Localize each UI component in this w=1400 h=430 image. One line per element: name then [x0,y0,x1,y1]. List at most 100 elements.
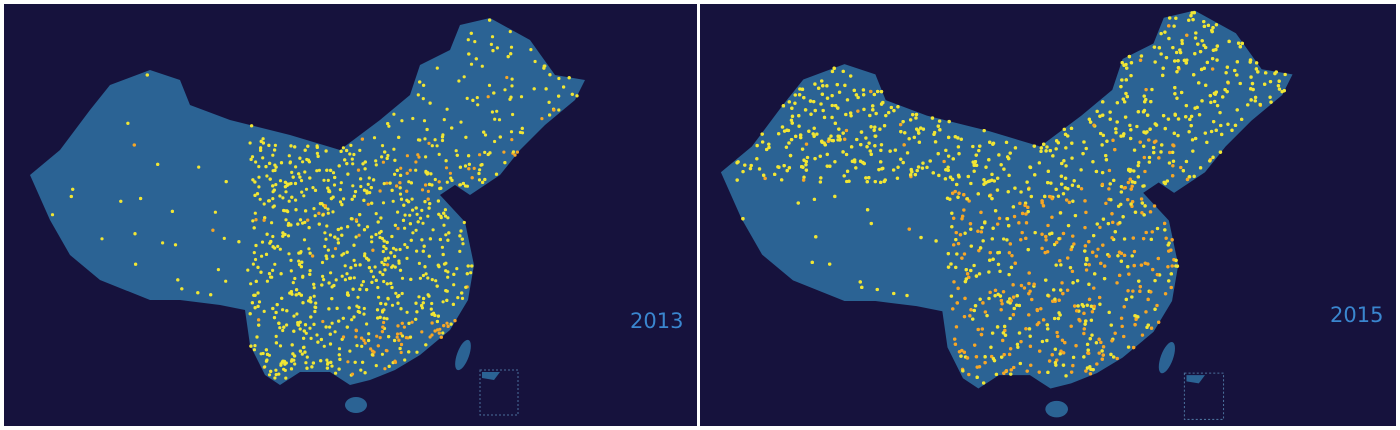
point [1214,23,1219,27]
point [411,116,415,121]
point [1236,41,1241,45]
point [937,173,941,178]
point [1092,233,1096,238]
point [1041,318,1046,322]
point [349,143,353,147]
point [324,237,328,241]
point [917,131,921,135]
point [1170,238,1174,242]
point [1123,100,1127,104]
point [1083,249,1087,253]
point [334,371,338,375]
point [1122,132,1126,136]
point [1081,151,1085,156]
point [1155,303,1159,308]
point [273,168,277,172]
point [261,137,265,141]
point [1169,248,1173,252]
point [1047,359,1052,363]
point [446,275,450,279]
point [953,135,957,139]
point [259,139,263,143]
point [1115,281,1119,285]
point [1235,60,1239,64]
point [281,328,285,333]
point [948,197,952,201]
point [1044,149,1048,153]
point [321,319,325,324]
point [1176,117,1181,121]
point [258,197,262,201]
point [1006,190,1010,194]
point [285,309,289,313]
point [830,115,834,120]
point [1120,324,1124,328]
point [359,184,363,189]
point [901,160,905,165]
point [1069,247,1073,252]
point [982,178,986,182]
point [325,224,329,228]
point [949,262,953,266]
point [370,280,374,284]
point [343,158,347,162]
point [287,252,291,256]
point [1122,237,1127,241]
point [999,308,1003,312]
point [222,236,226,240]
point [825,84,829,88]
point [388,181,392,185]
point [442,211,446,215]
point [1056,141,1060,145]
point [1017,303,1022,308]
point [380,155,384,159]
point [796,201,800,205]
point [420,330,424,334]
point [822,115,827,120]
point [1136,175,1141,179]
point [333,330,337,334]
point [296,322,300,327]
point [371,275,376,279]
point [818,154,822,158]
point [1124,78,1128,82]
point [313,305,317,309]
point [862,107,866,112]
point [515,150,520,154]
point [800,165,804,169]
point [319,337,323,342]
point [337,164,341,168]
point [1071,363,1075,368]
point [365,225,370,229]
point [1098,302,1102,306]
point [298,156,302,160]
point [1101,353,1105,357]
point [259,148,263,152]
map-panel: 2013 [30,18,683,416]
point [995,188,1000,192]
point [969,244,973,248]
point [1154,123,1159,127]
point [326,186,330,190]
point [969,181,973,186]
point [1055,240,1059,245]
point [383,367,387,371]
point [1141,237,1146,241]
point [969,227,973,231]
point [287,154,291,158]
point [317,168,321,172]
point [1223,87,1227,92]
point [448,171,452,175]
point [393,338,397,343]
point [416,93,420,97]
point [1108,182,1112,186]
point [1046,181,1050,185]
point [879,148,883,153]
point [957,175,961,179]
point [293,362,297,366]
point [1122,63,1126,67]
point [1039,146,1043,150]
point [907,137,911,141]
point [805,155,810,160]
point [1157,46,1162,50]
